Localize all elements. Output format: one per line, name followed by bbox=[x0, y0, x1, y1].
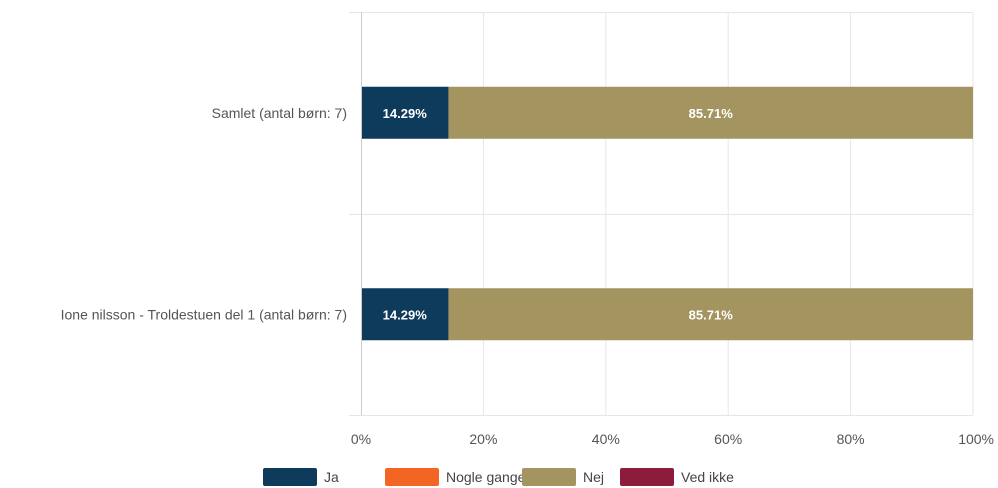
x-tick-label: 0% bbox=[351, 431, 371, 447]
axes: Samlet (antal børn: 7) Ione nilsson - Tro… bbox=[61, 12, 994, 447]
bar-segment-nej[interactable] bbox=[448, 86, 973, 139]
legend-label: Ved ikke bbox=[681, 469, 734, 485]
legend-label: Nogle gange bbox=[446, 469, 526, 485]
legend-item-ja[interactable]: Ja bbox=[263, 468, 339, 486]
legend-swatch bbox=[522, 468, 576, 486]
bar-segment-ja[interactable] bbox=[361, 288, 449, 341]
legend-swatch bbox=[385, 468, 439, 486]
legend-swatch bbox=[620, 468, 674, 486]
x-tick-label: 100% bbox=[958, 431, 994, 447]
legend-item-nogle-gange[interactable]: Nogle gange bbox=[385, 468, 526, 486]
legend-swatch bbox=[263, 468, 317, 486]
x-tick-label: 80% bbox=[837, 431, 865, 447]
data-label: 14.29% bbox=[383, 307, 428, 322]
x-tick-label: 60% bbox=[714, 431, 742, 447]
data-label: 85.71% bbox=[689, 307, 734, 322]
legend-item-ved-ikke[interactable]: Ved ikke bbox=[620, 468, 734, 486]
grid-lines bbox=[349, 12, 974, 416]
x-tick-label: 40% bbox=[592, 431, 620, 447]
data-label: 85.71% bbox=[689, 106, 734, 121]
x-tick-label: 20% bbox=[469, 431, 497, 447]
legend-item-nej[interactable]: Nej bbox=[522, 468, 604, 486]
category-label: Ione nilsson - Troldestuen del 1 (antal … bbox=[61, 306, 347, 322]
bar-segment-ja[interactable] bbox=[361, 86, 449, 139]
bar-segment-nej[interactable] bbox=[448, 288, 973, 341]
category-label: Samlet (antal børn: 7) bbox=[212, 105, 347, 121]
legend-label: Nej bbox=[583, 469, 604, 485]
bars: 14.29% 85.71% 14.29% 85.71% bbox=[361, 86, 973, 341]
data-label: 14.29% bbox=[383, 106, 428, 121]
legend[interactable]: Ja Nogle gange Nej Ved ikke bbox=[263, 468, 734, 486]
legend-label: Ja bbox=[324, 469, 339, 485]
